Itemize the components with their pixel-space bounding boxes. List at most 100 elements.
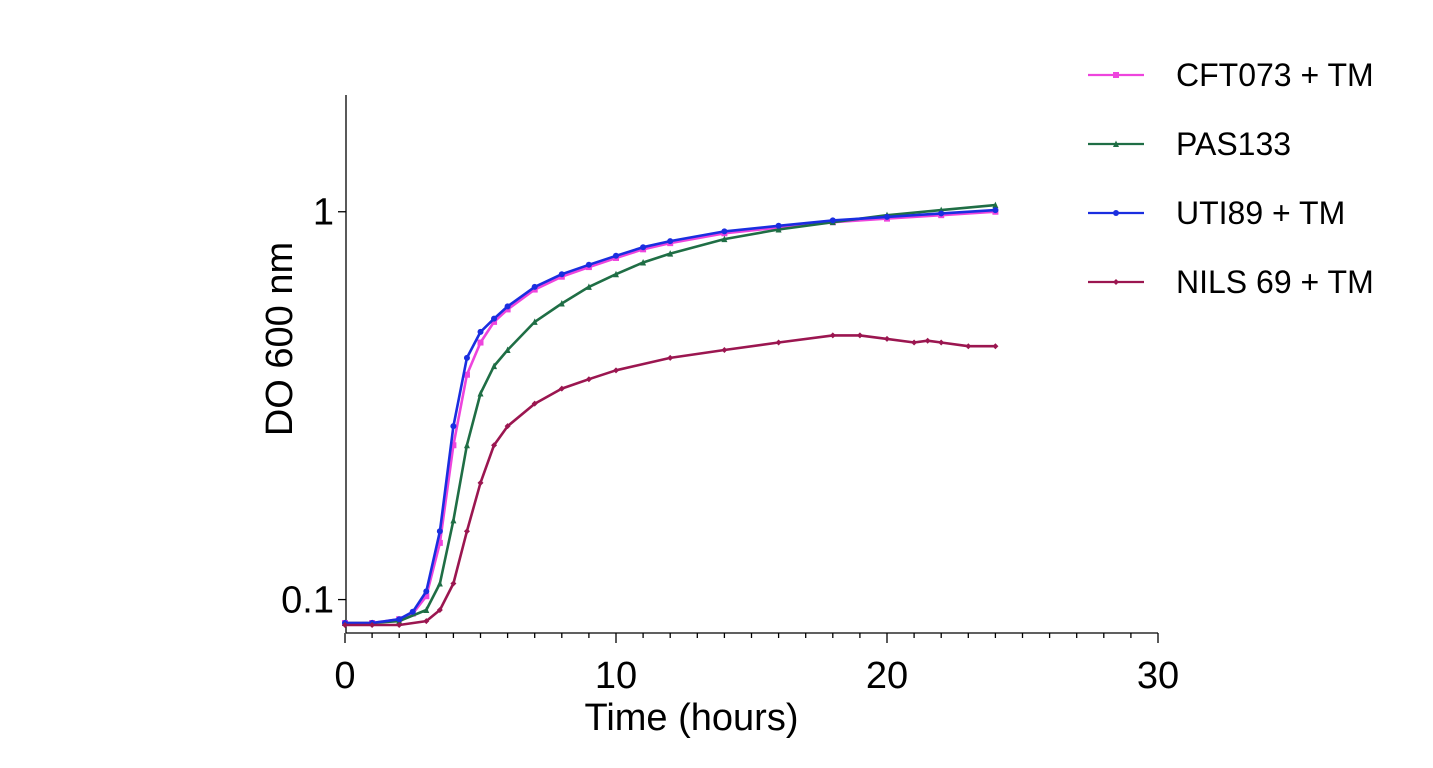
data-point (423, 618, 430, 625)
x-tick-label: 20 (866, 655, 908, 697)
data-point (477, 339, 484, 346)
data-point (911, 339, 918, 346)
data-point (585, 283, 592, 290)
data-point (924, 337, 931, 344)
data-point (463, 528, 470, 535)
data-point (531, 400, 538, 407)
data-point (721, 228, 728, 235)
data-point (613, 270, 619, 278)
axes: 0 10 20 30 0.11 (281, 95, 1179, 697)
data-point (640, 244, 647, 251)
data-point (775, 339, 782, 346)
data-point (436, 580, 443, 587)
data-point (436, 528, 443, 535)
data-point (423, 588, 430, 595)
data-point (450, 580, 457, 587)
data-point (992, 343, 999, 350)
data-point (531, 318, 538, 325)
series-line-cft073-tm (343, 210, 997, 625)
data-point (477, 389, 484, 397)
data-point (965, 343, 972, 350)
data-point (531, 283, 538, 290)
data-point (463, 371, 470, 378)
y-ticks: 0.11 (281, 192, 346, 622)
data-point (409, 608, 416, 615)
data-point (992, 207, 999, 214)
data-point (992, 201, 999, 209)
series-line-nils-69-tm (343, 334, 997, 627)
data-point (558, 299, 565, 307)
data-point (613, 252, 619, 259)
legend-swatch-marker (1113, 210, 1119, 216)
legend-swatch-marker (1113, 140, 1119, 147)
legend-item-uti89-tm: UTI89 + TM (1088, 195, 1345, 231)
data-point (585, 261, 592, 268)
data-point (504, 423, 511, 430)
data-point (436, 606, 443, 613)
series-line-pas133 (343, 203, 997, 625)
legend-swatch-marker (1113, 72, 1119, 78)
legend: CFT073 + TM PAS133 UTI89 + TM NILS 69 + TM (1088, 57, 1374, 300)
data-point (558, 271, 565, 278)
x-tick-label: 10 (595, 655, 637, 697)
y-tick-label: 1 (313, 192, 334, 234)
legend-item-nils-69-tm: NILS 69 + TM (1088, 264, 1374, 300)
data-point (938, 339, 945, 346)
x-tick-label: 30 (1137, 655, 1179, 697)
data-point (613, 367, 619, 374)
x-axis-title: Time (hours) (585, 697, 799, 739)
y-tick-label: 0.1 (281, 580, 334, 622)
legend-swatch-marker (1113, 279, 1119, 285)
data-point (504, 303, 511, 310)
data-point (856, 332, 863, 339)
data-point (667, 250, 674, 257)
series-uti89-tm (342, 207, 999, 627)
series-pas133 (342, 201, 999, 627)
data-point (585, 376, 592, 383)
data-point (667, 238, 674, 245)
data-point (396, 621, 403, 628)
data-point (342, 621, 348, 628)
series-line-uti89-tm (343, 208, 997, 625)
data-point (477, 328, 484, 335)
data-point (436, 539, 443, 546)
series-lines (342, 201, 999, 628)
data-point (491, 362, 498, 370)
data-point (463, 354, 470, 361)
legend-label: NILS 69 + TM (1176, 264, 1374, 300)
data-point (477, 479, 484, 486)
series-nils-69-tm (342, 332, 999, 628)
data-point (491, 315, 498, 322)
series-cft073-tm (342, 208, 999, 627)
legend-label: UTI89 + TM (1176, 195, 1345, 231)
data-point (667, 354, 674, 361)
data-point (775, 222, 782, 229)
data-point (423, 593, 430, 600)
legend-item-cft073-tm: CFT073 + TM (1088, 57, 1374, 93)
data-point (558, 385, 565, 392)
data-point (829, 332, 836, 339)
data-point (369, 621, 376, 628)
data-point (450, 516, 457, 524)
data-point (938, 210, 945, 217)
data-point (504, 346, 511, 354)
data-point (491, 442, 498, 449)
data-point (721, 347, 728, 354)
data-point (721, 235, 728, 243)
data-point (640, 258, 647, 266)
data-point (423, 606, 430, 613)
y-axis-title: DO 600 nm (259, 242, 301, 436)
data-point (884, 335, 890, 342)
data-point (775, 225, 782, 233)
x-major-ticks: 0 10 20 30 (334, 633, 1179, 697)
data-point (463, 441, 470, 449)
data-point (829, 217, 836, 224)
data-point (396, 616, 403, 623)
data-point (450, 442, 457, 449)
x-minor-ticks (371, 633, 1132, 638)
legend-label: PAS133 (1176, 126, 1291, 162)
data-point (450, 423, 457, 430)
legend-label: CFT073 + TM (1176, 57, 1374, 93)
